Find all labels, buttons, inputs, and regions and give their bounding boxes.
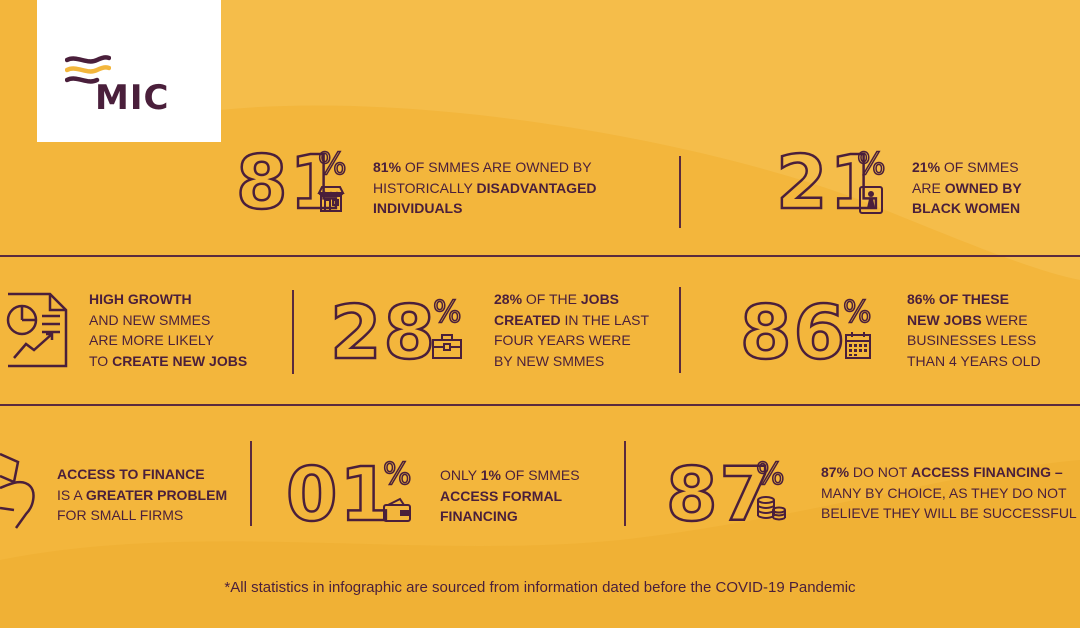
calendar-icon	[845, 332, 871, 359]
percent-sign: %	[842, 295, 872, 330]
woman-figure-icon	[859, 186, 883, 214]
percent-sign: %	[317, 147, 347, 182]
flag-stripes-icon	[65, 55, 111, 84]
stat-number: 28	[329, 290, 437, 376]
col-divider	[292, 290, 294, 374]
col-divider	[250, 441, 252, 526]
percent-sign: %	[432, 295, 462, 330]
row-divider-1	[0, 255, 1080, 257]
stat-text: 21% OF SMMEs ARE OWNED BY BLACK WOMEN	[912, 159, 1022, 216]
stat-text: 87% DO NOT ACCESS FINANCING – MANY BY CH…	[821, 464, 1077, 521]
stat-text: ACCESS TO FINANCE IS A GREATER PROBLEM F…	[57, 466, 228, 523]
storefront-icon	[317, 186, 345, 212]
stat-number: 86	[739, 290, 847, 376]
percent-sign: %	[755, 457, 785, 492]
stat-number: 01	[285, 452, 393, 538]
col-divider	[679, 156, 681, 228]
brand-logo-panel: MIC	[37, 0, 221, 142]
growth-chart-document-icon	[6, 292, 68, 368]
briefcase-icon	[432, 334, 462, 359]
col-divider	[624, 441, 626, 526]
money-hand-icon	[0, 452, 35, 529]
wallet-icon	[383, 497, 411, 522]
brand-name: MIC	[95, 78, 170, 118]
row-divider-2	[0, 404, 1080, 406]
footnote: *All statistics in infographic are sourc…	[224, 579, 856, 596]
percent-sign: %	[856, 147, 886, 182]
percent-sign: %	[382, 457, 412, 492]
col-divider	[679, 287, 681, 373]
stat-text: ONLY 1% OF SMMEs ACCESS FORMAL FINANCING	[440, 467, 580, 524]
stat-number: 87	[665, 452, 773, 538]
stat-text: 81% OF SMMEs ARE OWNED BY HISTORICALLY D…	[373, 159, 597, 216]
coin-stack-icon	[757, 496, 786, 521]
stat-text: HIGH GROWTH AND NEW SMMEs ARE MORE LIKEL…	[89, 291, 248, 369]
stat-text: 86% OF THESE NEW JOBS WERE BUSINESSES LE…	[907, 291, 1041, 369]
stat-number: 21	[775, 140, 883, 226]
stat-text: 28% OF THE JOBS CREATED IN THE LAST FOUR…	[494, 291, 650, 369]
